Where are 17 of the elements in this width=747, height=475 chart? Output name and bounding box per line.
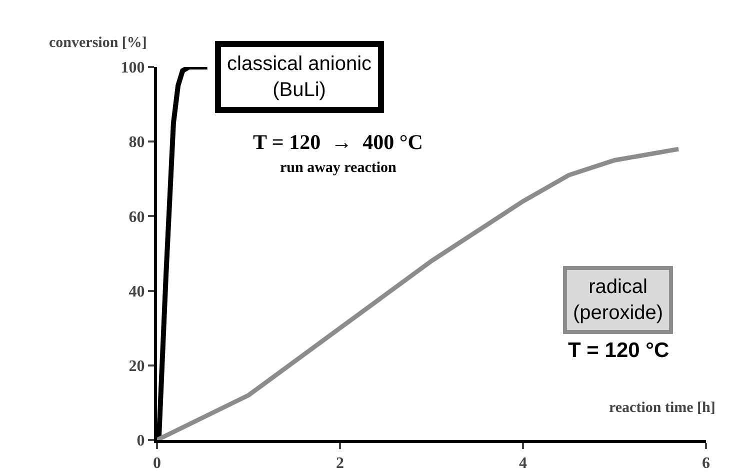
y-tick-label: 40 <box>128 283 145 300</box>
annotation: T = 120 → 400 °C <box>253 130 423 154</box>
x-tick-label: 6 <box>702 455 710 472</box>
y-tick-label: 0 <box>136 432 145 450</box>
x-tick-label: 2 <box>336 455 344 472</box>
y-tick-label: 60 <box>128 208 145 226</box>
series-label: classical anionic (BuLi) <box>227 53 372 101</box>
y-tick-label: 100 <box>120 60 145 77</box>
text: radical (peroxide) <box>573 276 664 324</box>
annotation: run away reaction <box>280 160 398 176</box>
annotation: T = 120 °C <box>568 339 670 362</box>
y-tick-label: 80 <box>128 134 145 152</box>
y-tick-label: 20 <box>128 358 145 375</box>
x-tick-label: 0 <box>153 455 161 472</box>
x-tick-label: 4 <box>519 455 527 472</box>
x-axis-title: reaction time [h] <box>609 400 716 416</box>
y-axis-title: conversion [%] <box>49 35 147 51</box>
